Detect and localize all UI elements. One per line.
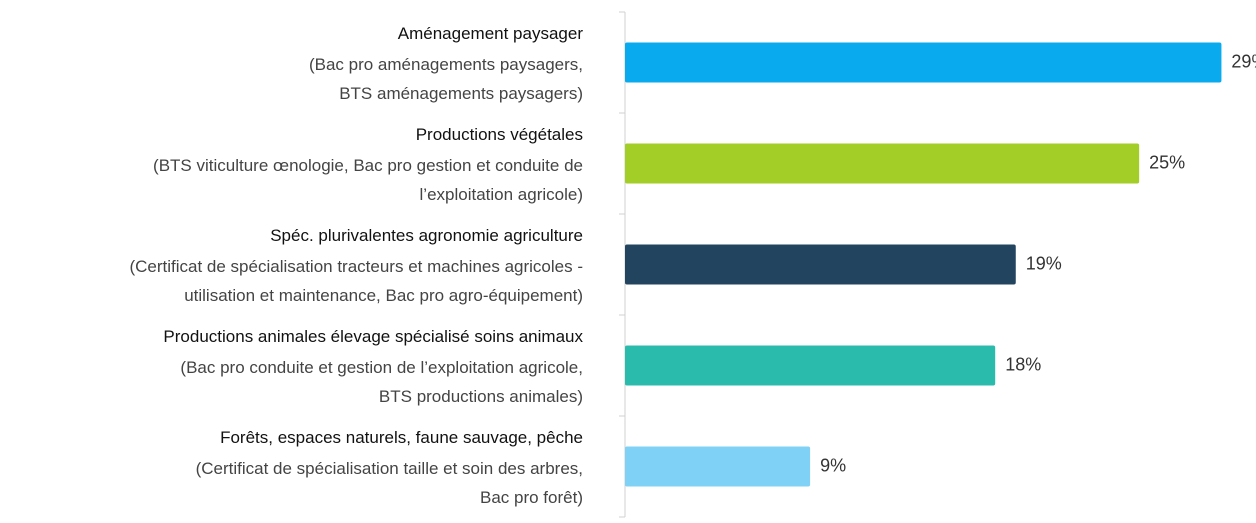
category-detail: Bac pro forêt) bbox=[480, 488, 583, 507]
value-label: 25% bbox=[1149, 152, 1185, 172]
bar bbox=[625, 42, 1222, 83]
bar bbox=[625, 143, 1140, 184]
category-detail: (Bac pro aménagements paysagers, bbox=[309, 55, 583, 74]
category-detail: (Certificat de spécialisation taille et … bbox=[196, 459, 583, 478]
bar bbox=[625, 345, 996, 386]
category-label: Spéc. plurivalentes agronomie agricultur… bbox=[270, 226, 583, 245]
category-label: Productions végétales bbox=[416, 125, 583, 144]
category-detail: (Bac pro conduite et gestion de l’exploi… bbox=[180, 358, 583, 377]
category-detail: (Certificat de spécialisation tracteurs … bbox=[129, 257, 583, 276]
category-label: Aménagement paysager bbox=[398, 24, 584, 43]
category-detail: utilisation et maintenance, Bac pro agro… bbox=[184, 286, 583, 305]
value-label: 19% bbox=[1026, 253, 1062, 273]
category-label: Forêts, espaces naturels, faune sauvage,… bbox=[220, 428, 583, 447]
category-detail: BTS productions animales) bbox=[379, 387, 583, 406]
category-detail: l’exploitation agricole) bbox=[420, 185, 583, 204]
category-detail: BTS aménagements paysagers) bbox=[339, 84, 583, 103]
category-detail: (BTS viticulture œnologie, Bac pro gesti… bbox=[153, 156, 583, 175]
value-label: 29% bbox=[1231, 51, 1256, 71]
bar bbox=[625, 244, 1016, 285]
bar bbox=[625, 446, 811, 487]
value-label: 18% bbox=[1005, 354, 1041, 374]
value-label: 9% bbox=[820, 455, 846, 475]
category-label: Productions animales élevage spécialisé … bbox=[163, 327, 583, 346]
